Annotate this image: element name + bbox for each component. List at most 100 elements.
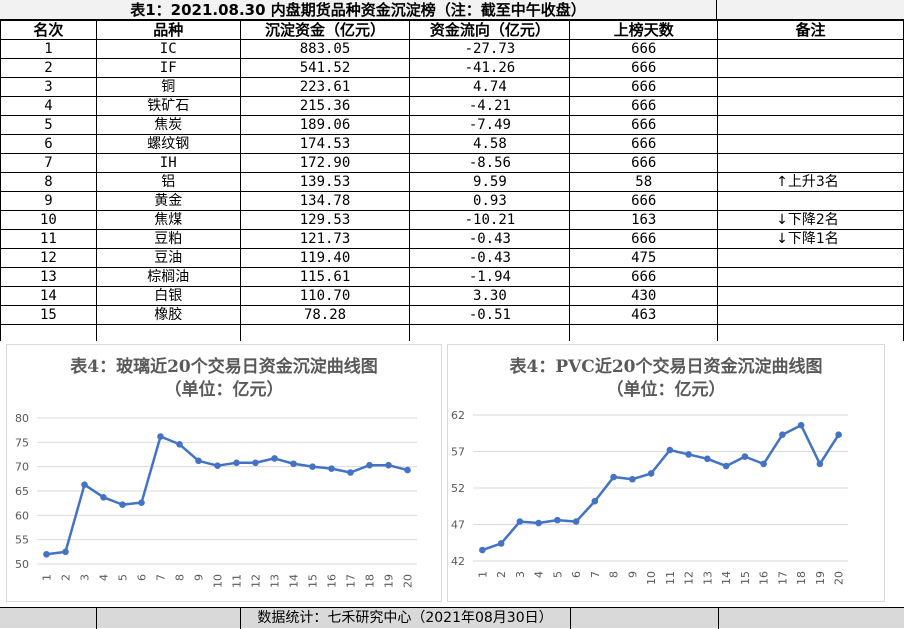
data-point — [233, 459, 240, 467]
data-point — [176, 440, 183, 448]
cell-name: IF — [95, 58, 241, 78]
table-row: 4 铁矿石 215.36 -4.21 666 — [0, 96, 904, 116]
data-point — [497, 540, 505, 547]
title-row: 表1：2021.08.30 内盘期货品种资金沉淀榜（注：截至中午收盘） — [0, 0, 904, 20]
cell-days: 58 — [569, 172, 719, 192]
x-tick-label: 12 — [250, 574, 263, 588]
cell-capital: 134.78 — [239, 191, 411, 211]
cell-days: 666 — [569, 96, 719, 116]
data-point — [366, 461, 373, 469]
data-point — [629, 475, 636, 483]
cell-rank: 2 — [0, 58, 97, 78]
header-flow: 资金流向（亿元） — [409, 20, 571, 40]
data-point — [62, 548, 69, 556]
cell-capital: 172.90 — [239, 153, 411, 173]
data-point — [516, 518, 524, 525]
x-tick-label: 16 — [758, 571, 771, 585]
x-tick-label: 7 — [589, 571, 602, 578]
cell-capital: 189.06 — [239, 115, 411, 135]
cell-rank: 15 — [0, 305, 97, 325]
cell-flow: -1.94 — [409, 267, 571, 287]
cell-days: 163 — [569, 210, 719, 230]
cell-rank: 11 — [0, 229, 97, 249]
y-tick-label: 47 — [451, 519, 465, 532]
x-tick-label: 20 — [402, 574, 415, 588]
cell-flow: -4.21 — [409, 96, 571, 116]
x-tick-label: 15 — [739, 571, 752, 585]
data-point — [647, 470, 655, 477]
footer-separator — [96, 608, 97, 629]
cell-capital: 174.53 — [239, 134, 411, 154]
cell-name: IH — [95, 153, 241, 173]
x-tick-label: 19 — [814, 571, 827, 585]
cell-flow: 9.59 — [409, 172, 571, 192]
x-tick-label: 9 — [193, 574, 206, 581]
cell-days: 666 — [569, 153, 719, 173]
cell-name: 黄金 — [95, 191, 241, 211]
cell-note: ↓下降1名 — [717, 229, 904, 249]
cell-days: 666 — [569, 267, 719, 287]
y-tick-label: 80 — [15, 412, 29, 425]
cell-name: IC — [95, 39, 241, 59]
cell-note — [717, 58, 904, 78]
cell-capital: 541.52 — [239, 58, 411, 78]
cell-capital: 115.61 — [239, 267, 411, 287]
x-tick-label: 10 — [212, 574, 225, 588]
cell-capital: 119.40 — [239, 248, 411, 268]
cell-note — [717, 153, 904, 173]
table-row: 5 焦炭 189.06 -7.49 666 — [0, 115, 904, 135]
series-line — [46, 435, 408, 556]
data-point — [797, 421, 805, 429]
cell-rank: 13 — [0, 267, 97, 287]
cell-flow: -27.73 — [409, 39, 571, 59]
pvc-chart: 表4：PVC近20个交易日资金沉淀曲线图 （单位：亿元） 42 47 52 57 62 1… — [447, 344, 885, 602]
cell-rank: 8 — [0, 172, 97, 192]
ranking-table: 名次 品种 沉淀资金（亿元） 资金流向（亿元） 上榜天数 备注 1 IC 883.0… — [0, 20, 904, 344]
cell-days: 475 — [569, 248, 719, 268]
data-point — [100, 494, 107, 501]
x-tick-label: 16 — [326, 574, 339, 588]
table-row: 2 IF 541.52 -41.26 666 — [0, 58, 904, 78]
cell-note — [717, 191, 904, 211]
y-tick-label: 75 — [15, 436, 29, 449]
cell-flow: -7.49 — [409, 115, 571, 135]
data-point — [685, 451, 692, 458]
chart-area: 表4：玻璃近20个交易日资金沉淀曲线图 （单位：亿元） 50 55 60 65 70 75… — [0, 341, 904, 607]
header-days: 上榜天数 — [569, 20, 719, 40]
table-row: 3 铜 223.61 4.74 666 — [0, 77, 904, 97]
cell-rank: 9 — [0, 191, 97, 211]
pvc-chart-title: 表4：PVC近20个交易日资金沉淀曲线图 — [509, 357, 823, 377]
x-tick-label: 17 — [345, 574, 358, 588]
data-point — [328, 465, 335, 472]
table-title: 表1：2021.08.30 内盘期货品种资金沉淀榜（注：截至中午收盘） — [130, 1, 586, 19]
data-point — [81, 481, 88, 488]
x-tick-label: 6 — [136, 574, 149, 581]
cell-flow: -10.21 — [409, 210, 571, 230]
x-tick-label: 11 — [664, 571, 677, 585]
data-point — [309, 463, 316, 470]
cell-name: 棕榈油 — [95, 267, 241, 287]
table-body: 1 IC 883.05 -27.73 666 2 IF 541.52 -41.26 666 3 铜 22… — [0, 39, 904, 344]
cell-flow: -0.51 — [409, 305, 571, 325]
cell-days: 430 — [569, 286, 719, 306]
y-tick-label: 55 — [15, 534, 29, 547]
cell-flow: 3.30 — [409, 286, 571, 306]
cell-days: 666 — [569, 134, 719, 154]
cell-note — [717, 248, 904, 268]
table-row: 7 IH 172.90 -8.56 666 — [0, 153, 904, 173]
footer-separator — [718, 608, 719, 629]
footer-row: 数据统计：七禾研究中心（2021年08月30日） — [0, 607, 904, 629]
data-point — [835, 431, 842, 439]
x-tick-label: 19 — [383, 574, 396, 588]
cell-days: 666 — [569, 191, 719, 211]
cell-rank: 14 — [0, 286, 97, 306]
data-point — [741, 453, 749, 460]
table-row: 6 螺纹钢 174.53 4.58 666 — [0, 134, 904, 154]
y-tick-label: 42 — [451, 555, 465, 568]
data-point — [404, 466, 411, 474]
x-tick-label: 10 — [645, 571, 658, 585]
cell-flow: -0.43 — [409, 248, 571, 268]
